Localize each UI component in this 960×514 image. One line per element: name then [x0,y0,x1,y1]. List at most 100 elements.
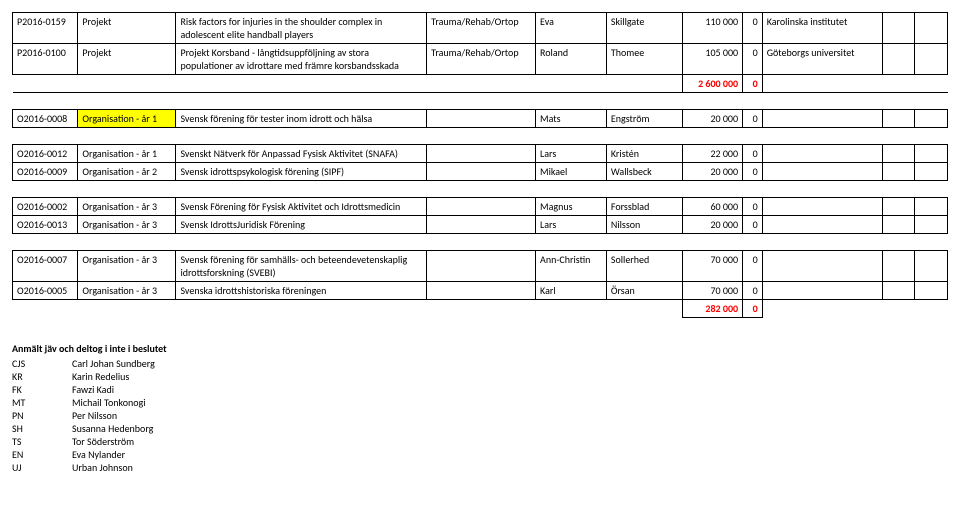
cell-c6: Sollerhed [606,251,682,282]
cell-c9 [762,145,882,163]
footer-title: Anmält jäv och deltog i inte i beslutet [12,342,948,355]
total-cell [13,75,78,93]
footer-name: Karin Redelius [72,370,129,383]
cell-c11 [915,198,948,216]
cell-c11 [915,216,948,234]
cell-c11 [915,145,948,163]
cell-c9 [762,216,882,234]
footer-row: TSTor Söderström [12,435,948,448]
footer-row: FKFawzi Kadi [12,383,948,396]
table-row [13,181,948,198]
total-cell [13,300,78,318]
total-cell [176,300,427,318]
footer-name: Michail Tonkonogi [72,396,146,409]
cell-c4 [427,282,536,300]
cell-c6: Engström [606,110,682,128]
cell-c8: 0 [743,198,763,216]
cell-c7: 20 000 [683,216,743,234]
total-cell [915,75,948,93]
cell-c9 [762,251,882,282]
cell-c1: O2016-0008 [13,110,78,128]
cell-c3: Svensk IdrottsJuridisk Förening [176,216,427,234]
cell-c7: 70 000 [683,251,743,282]
footer-key: PN [12,409,72,422]
cell-c7: 105 000 [683,44,743,75]
cell-c3: Svenska idrottshistoriska föreningen [176,282,427,300]
cell-c11 [915,163,948,181]
cell-c6: Nilsson [606,216,682,234]
cell-c4 [427,216,536,234]
table-row: 282 0000 [13,300,948,318]
cell-c6: Örsan [606,282,682,300]
cell-c10 [882,251,915,282]
total-cell [78,75,176,93]
table-row: O2016-0007Organisation - år 3Svensk före… [13,251,948,282]
cell-c1: O2016-0012 [13,145,78,163]
cell-c1: O2016-0002 [13,198,78,216]
cell-c9 [762,282,882,300]
footer-row: UJUrban Johnson [12,461,948,474]
total-cell [536,300,607,318]
total-cell [882,75,915,93]
table-row: P2016-0100ProjektProjekt Korsband - lång… [13,44,948,75]
total-cell [536,75,607,93]
table-row [13,128,948,145]
cell-c8: 0 [743,13,763,44]
footer-key: TS [12,435,72,448]
spacer-cell [13,181,948,198]
spacer-cell [13,93,948,110]
cell-c4 [427,110,536,128]
cell-c4: Trauma/Rehab/Ortop [427,44,536,75]
cell-c5: Lars [536,216,607,234]
table-row [13,93,948,110]
cell-c1: O2016-0007 [13,251,78,282]
cell-c7: 110 000 [683,13,743,44]
cell-c10 [882,216,915,234]
cell-c8: 0 [743,110,763,128]
cell-c8: 0 [743,163,763,181]
footer-name: Tor Söderström [72,435,134,448]
cell-c3: Svensk förening för tester inom idrott o… [176,110,427,128]
cell-c9: Karolinska institutet [762,13,882,44]
cell-c10 [882,13,915,44]
cell-c7: 20 000 [683,110,743,128]
footer-key: EN [12,448,72,461]
cell-c2: Organisation - år 1 [78,145,176,163]
cell-c10 [882,145,915,163]
cell-c11 [915,44,948,75]
footer-name: Per Nilsson [72,409,117,422]
footer-name: Susanna Hedenborg [72,422,153,435]
footer-row: CJSCarl Johan Sundberg [12,357,948,370]
total-cell [176,75,427,93]
cell-c6: Forssblad [606,198,682,216]
total-cell [78,300,176,318]
total-cell: 0 [743,300,763,318]
cell-c8: 0 [743,44,763,75]
cell-c2: Organisation - år 3 [78,251,176,282]
cell-c3: Svensk Förening för Fysisk Aktivitet och… [176,198,427,216]
data-table: P2016-0159ProjektRisk factors for injuri… [12,12,948,318]
table-row: O2016-0005Organisation - år 3Svenska idr… [13,282,948,300]
cell-c5: Roland [536,44,607,75]
cell-c2: Organisation - år 3 [78,282,176,300]
cell-c7: 22 000 [683,145,743,163]
footer-key: CJS [12,357,72,370]
spacer-cell [13,234,948,251]
total-cell [606,75,682,93]
cell-c6: Kristén [606,145,682,163]
total-cell [915,300,948,318]
cell-c5: Eva [536,13,607,44]
table-row: O2016-0013Organisation - år 3Svensk Idro… [13,216,948,234]
cell-c2: Projekt [78,44,176,75]
cell-c4 [427,145,536,163]
footer-name: Carl Johan Sundberg [72,357,155,370]
cell-c9 [762,110,882,128]
cell-c3: Svenskt Nätverk för Anpassad Fysisk Akti… [176,145,427,163]
table-row: P2016-0159ProjektRisk factors for injuri… [13,13,948,44]
table-row: O2016-0009Organisation - år 2Svensk idro… [13,163,948,181]
cell-c9 [762,198,882,216]
cell-c1: P2016-0100 [13,44,78,75]
cell-c7: 60 000 [683,198,743,216]
footer-key: UJ [12,461,72,474]
cell-c6: Wallsbeck [606,163,682,181]
